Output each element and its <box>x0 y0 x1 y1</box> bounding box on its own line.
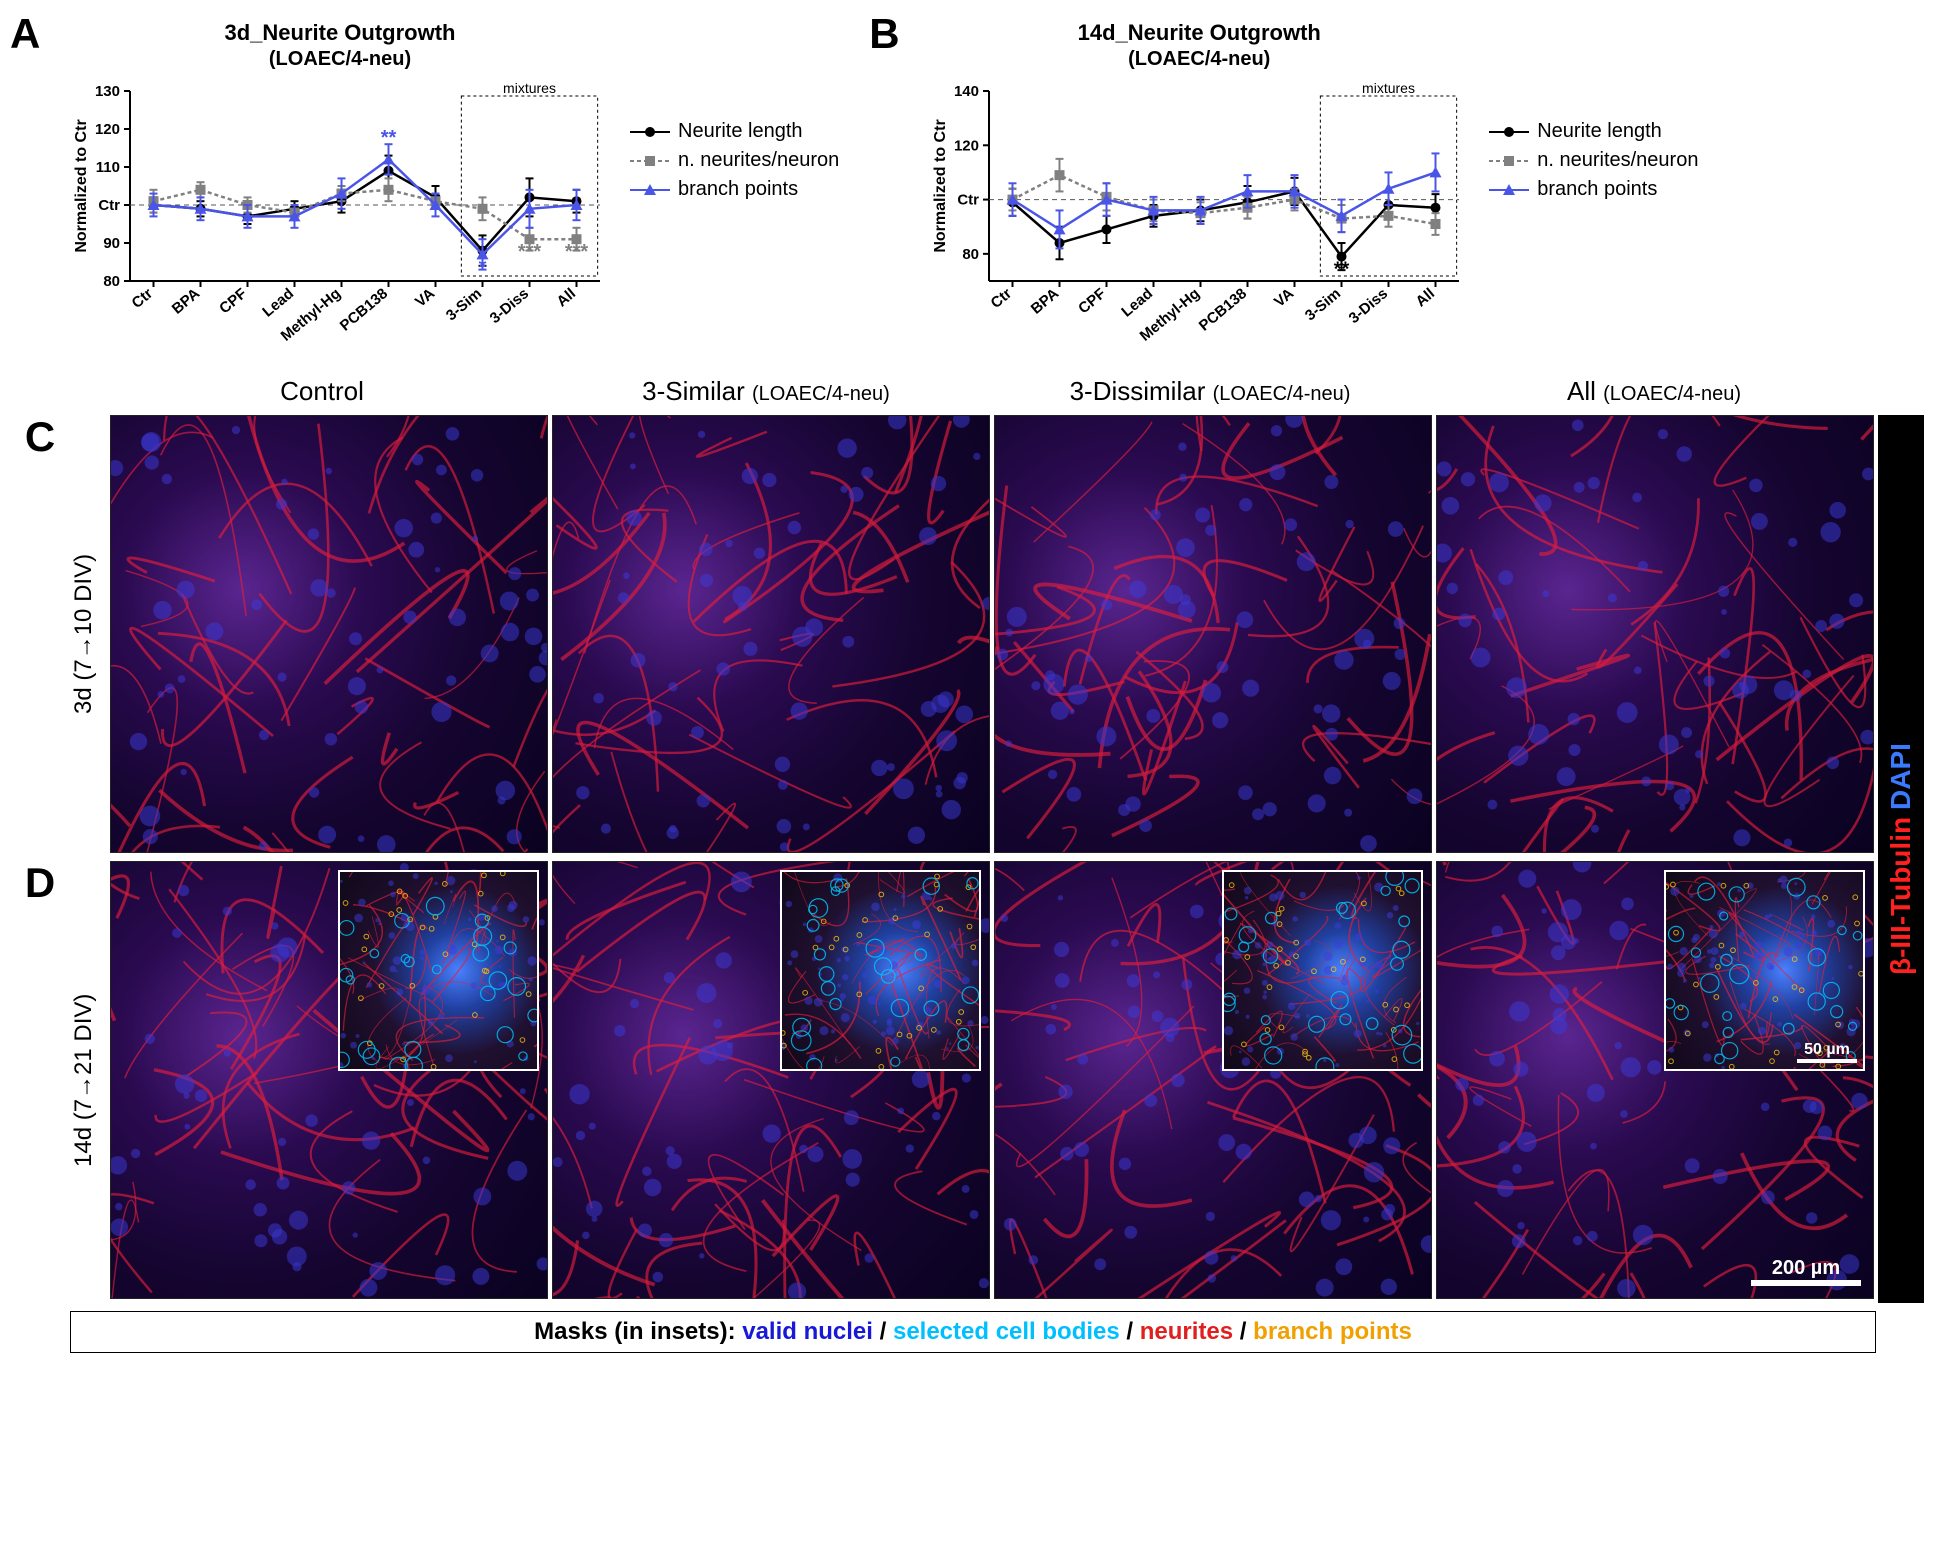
svg-text:Ctr: Ctr <box>988 285 1016 312</box>
cell-c-control <box>110 415 548 853</box>
scalebar-main-text: 200 µm <box>1751 1257 1861 1280</box>
row-c: C 3d (7→10 DIV) <box>20 413 1876 855</box>
cell-d-3sim <box>552 861 990 1299</box>
panel-b-label: B <box>869 10 899 58</box>
mask-legend-caption: Masks (in insets): valid nuclei / select… <box>70 1311 1876 1353</box>
stain-tubulin: β-III-Tubulin <box>1885 817 1917 975</box>
svg-text:120: 120 <box>95 121 120 138</box>
svg-text:3-Sim: 3-Sim <box>443 285 485 324</box>
svg-text:80: 80 <box>103 273 120 290</box>
svg-text:130: 130 <box>95 83 120 100</box>
svg-text:CPF: CPF <box>1075 285 1109 317</box>
column-headers: Control3-Similar (LOAEC/4-neu)3-Dissimil… <box>100 376 1876 413</box>
row-d: D 14d (7→21 DIV) <box>20 859 1876 1301</box>
panel-a: A 3d_Neurite Outgrowth (LOAEC/4-neu) 809… <box>20 20 839 366</box>
svg-text:PCB138: PCB138 <box>337 285 391 334</box>
inset-d-3sim <box>780 870 981 1071</box>
svg-text:VA: VA <box>412 285 438 311</box>
micrograph-grid: Control3-Similar (LOAEC/4-neu)3-Dissimil… <box>20 376 1926 1353</box>
svg-text:90: 90 <box>103 235 120 252</box>
scalebar-inset-text: 50 µm <box>1797 1041 1857 1059</box>
cell-c-3diss <box>994 415 1432 853</box>
cell-c-3sim <box>552 415 990 853</box>
top-charts-row: A 3d_Neurite Outgrowth (LOAEC/4-neu) 809… <box>20 20 1926 366</box>
panel-d-label: D <box>20 859 60 907</box>
panel-a-label: A <box>10 10 40 58</box>
svg-text:***: *** <box>518 241 542 263</box>
chart-a-title: 3d_Neurite Outgrowth <box>70 20 610 46</box>
figure-root: A 3d_Neurite Outgrowth (LOAEC/4-neu) 809… <box>20 20 1926 1353</box>
svg-text:3-Sim: 3-Sim <box>1302 285 1344 324</box>
svg-text:120: 120 <box>954 137 979 154</box>
legend-item: n. neurites/neuron <box>630 149 839 172</box>
cell-d-control <box>110 861 548 1299</box>
column-header: 3-Similar (LOAEC/4-neu) <box>544 376 988 413</box>
inset-d-control <box>338 870 539 1071</box>
svg-text:BPA: BPA <box>169 285 203 318</box>
stain-label-strip: β-III-Tubulin DAPI <box>1878 415 1924 1303</box>
chart-b-svg: 80 Ctr 120 140 Normalized to Ctr Ctr BPA CPF Lea… <box>929 81 1469 361</box>
inset-d-3diss <box>1222 870 1423 1071</box>
mask-prefix: Masks (in insets): <box>534 1318 742 1345</box>
chart-a-box: 3d_Neurite Outgrowth (LOAEC/4-neu) 80 90 C… <box>70 20 610 366</box>
mask-valid-nuclei: valid nuclei <box>742 1318 873 1345</box>
svg-text:Ctr: Ctr <box>958 192 980 209</box>
svg-text:BPA: BPA <box>1028 285 1062 318</box>
svg-text:All: All <box>1413 285 1439 310</box>
svg-text:Ctr: Ctr <box>129 285 157 312</box>
row-d-label: 14d (7→21 DIV) <box>60 859 108 1301</box>
cell-d-all: 50 µm 200 µm <box>1436 861 1874 1299</box>
chart-b-subtitle: (LOAEC/4-neu) <box>929 48 1469 71</box>
legend-b: Neurite length n. neurites/neuron branch p… <box>1489 120 1698 207</box>
mask-selected-cell-bodies: selected cell bodies <box>893 1318 1120 1345</box>
column-header: Control <box>100 376 544 413</box>
svg-text:PCB138: PCB138 <box>1196 285 1250 334</box>
svg-text:CPF: CPF <box>216 285 250 317</box>
stain-dapi: DAPI <box>1885 743 1917 810</box>
svg-text:Lead: Lead <box>1119 285 1157 321</box>
svg-text:**: ** <box>1334 259 1350 281</box>
svg-text:Ctr: Ctr <box>98 197 120 214</box>
legend-a: Neurite length n. neurites/neuron branch p… <box>630 120 839 207</box>
svg-text:***: *** <box>565 241 589 263</box>
svg-text:mixtures: mixtures <box>503 81 556 96</box>
row-c-label: 3d (7→10 DIV) <box>60 413 108 855</box>
legend-item: n. neurites/neuron <box>1489 149 1698 172</box>
svg-text:3-Diss: 3-Diss <box>487 285 532 327</box>
mask-neurites: neurites <box>1140 1318 1233 1345</box>
panel-b: B 14d_Neurite Outgrowth (LOAEC/4-neu) 80… <box>879 20 1698 366</box>
column-header: 3-Dissimilar (LOAEC/4-neu) <box>988 376 1432 413</box>
svg-text:Normalized to Ctr: Normalized to Ctr <box>932 119 949 252</box>
chart-b-box: 14d_Neurite Outgrowth (LOAEC/4-neu) 80 Ct… <box>929 20 1469 366</box>
scalebar-inset: 50 µm <box>1797 1041 1857 1063</box>
svg-text:110: 110 <box>96 159 120 176</box>
legend-item: Neurite length <box>630 120 839 143</box>
inset-d-all: 50 µm <box>1664 870 1865 1071</box>
svg-text:**: ** <box>381 127 397 149</box>
column-header: All (LOAEC/4-neu) <box>1432 376 1876 413</box>
legend-item: Neurite length <box>1489 120 1698 143</box>
legend-item: branch points <box>1489 178 1698 201</box>
chart-a-svg: 80 90 Ctr 110 120 130 Normalized to Ctr Ctr BPA C… <box>70 81 610 361</box>
svg-text:Lead: Lead <box>259 285 297 321</box>
svg-text:mixtures: mixtures <box>1362 81 1415 96</box>
svg-text:VA: VA <box>1271 285 1297 311</box>
cell-d-3diss <box>994 861 1432 1299</box>
svg-text:*: * <box>479 256 487 278</box>
chart-b-title: 14d_Neurite Outgrowth <box>929 20 1469 46</box>
legend-item: branch points <box>630 178 839 201</box>
svg-text:140: 140 <box>954 83 979 100</box>
svg-text:80: 80 <box>963 246 980 263</box>
chart-a-subtitle: (LOAEC/4-neu) <box>70 48 610 71</box>
svg-text:3-Diss: 3-Diss <box>1346 285 1391 327</box>
scalebar-main: 200 µm <box>1751 1257 1861 1286</box>
cell-c-all <box>1436 415 1874 853</box>
mask-branch-points: branch points <box>1253 1318 1412 1345</box>
svg-text:Normalized to Ctr: Normalized to Ctr <box>73 119 90 252</box>
panel-c-label: C <box>20 413 60 461</box>
svg-text:All: All <box>553 285 579 310</box>
